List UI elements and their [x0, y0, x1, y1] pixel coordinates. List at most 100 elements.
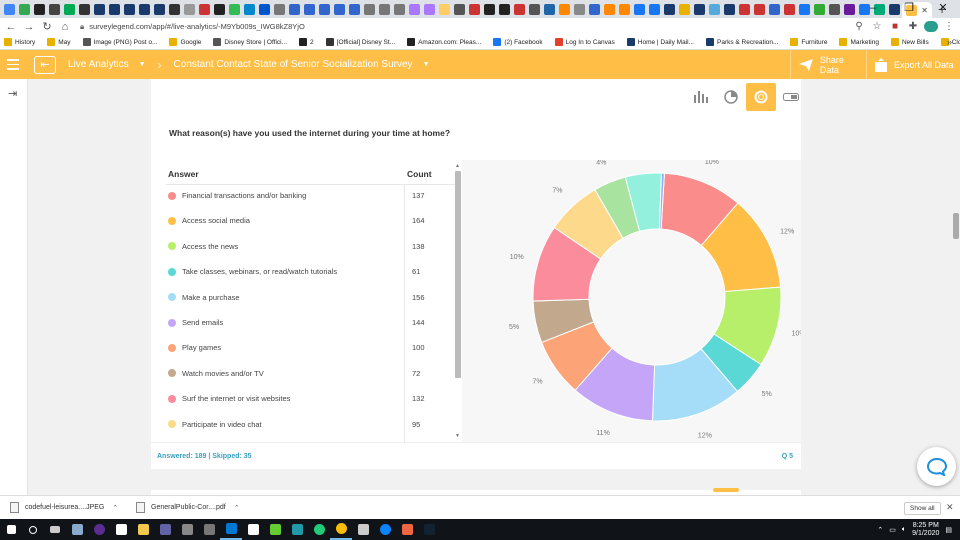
tab-favicon[interactable] [334, 3, 345, 15]
tab-favicon[interactable] [379, 3, 390, 15]
tab-favicon[interactable] [154, 3, 165, 15]
tab-favicon[interactable] [289, 3, 300, 15]
tab-favicon[interactable] [259, 3, 270, 15]
tab-favicon[interactable] [274, 3, 285, 15]
table-scroll-thumb[interactable] [455, 171, 461, 378]
bookmark-item[interactable]: [Official] Disney St... [325, 38, 395, 46]
address-bar[interactable]: 🔒︎ surveylegend.com/app/#/live-analytics… [80, 19, 852, 34]
tab-favicon[interactable] [394, 3, 405, 15]
page-scroll-thumb[interactable] [953, 213, 959, 239]
chrome-icon[interactable] [330, 519, 352, 540]
tab-favicon[interactable] [109, 3, 120, 15]
bar-chart-icon[interactable] [686, 83, 716, 111]
menu-dots-icon[interactable]: ⋮ [944, 20, 954, 32]
url-text[interactable]: surveylegend.com/app/#/live-analytics/-M… [89, 22, 305, 31]
tab-favicon[interactable] [739, 3, 750, 15]
tab-favicon[interactable] [214, 3, 225, 15]
back-arrow-icon[interactable]: ⇤ [34, 55, 56, 74]
taskbar-app-icon[interactable] [66, 519, 88, 540]
edge-icon[interactable] [374, 519, 396, 540]
bookmark-star-icon[interactable]: ☆ [872, 20, 882, 32]
taskbar-app-icon[interactable] [88, 519, 110, 540]
tab-favicon[interactable] [64, 3, 75, 15]
tab-favicon[interactable] [4, 3, 15, 15]
tab-favicon[interactable] [34, 3, 45, 15]
chevron-down-icon[interactable]: ▼ [422, 61, 430, 68]
tab-favicon[interactable] [439, 3, 450, 15]
tab-favicon[interactable] [349, 3, 360, 15]
volume-icon[interactable]: 🔈︎ [901, 525, 907, 533]
section-title[interactable]: Live Analytics [68, 59, 129, 70]
show-all-button[interactable]: Show all [904, 502, 941, 515]
network-icon[interactable]: ▭ [889, 526, 896, 534]
active-tab[interactable]: ✕ [902, 2, 932, 18]
tab-favicon[interactable] [364, 3, 375, 15]
bookmark-item[interactable]: Home | Daily Mail... [626, 38, 694, 46]
new-tab-icon[interactable]: + [938, 1, 947, 17]
share-data-button[interactable]: Share Data [790, 50, 865, 79]
chevron-down-icon[interactable]: ▼ [138, 61, 146, 68]
bookmark-item[interactable]: May [47, 38, 71, 46]
scroll-down-icon[interactable]: ▼ [455, 433, 460, 439]
tab-favicon[interactable] [139, 3, 150, 15]
chevron-up-icon[interactable]: ⌃ [112, 504, 119, 512]
tab-favicon[interactable] [244, 3, 255, 15]
bookmark-item[interactable]: History [4, 38, 35, 46]
taskbar-app-icon[interactable] [154, 519, 176, 540]
extension-icon[interactable]: ■ [891, 20, 899, 32]
tab-favicon[interactable] [229, 3, 240, 15]
tab-favicon[interactable] [589, 3, 600, 15]
tab-favicon[interactable] [874, 3, 885, 15]
tab-favicon[interactable] [799, 3, 810, 15]
donut-slice[interactable] [658, 172, 665, 230]
tab-favicon[interactable] [754, 3, 765, 15]
tab-favicon[interactable] [574, 3, 585, 15]
tab-favicon[interactable] [859, 3, 870, 15]
tab-favicon[interactable] [499, 3, 510, 15]
home-icon[interactable]: ⌂ [61, 20, 69, 33]
close-downloads-icon[interactable]: ✕ [946, 502, 954, 512]
tab-favicon[interactable] [679, 3, 690, 15]
tab-favicon[interactable] [424, 3, 435, 15]
tab-favicon[interactable] [19, 3, 30, 15]
tab-favicon[interactable] [184, 3, 195, 15]
taskbar-app-icon[interactable] [286, 519, 308, 540]
tab-favicon[interactable] [529, 3, 540, 15]
chevron-up-icon[interactable]: ⌃ [233, 504, 240, 512]
taskbar-app-icon[interactable] [308, 519, 330, 540]
close-tab-icon[interactable]: ✕ [921, 5, 928, 15]
tab-favicon[interactable] [769, 3, 780, 15]
tab-favicon[interactable] [664, 3, 675, 15]
toggle-icon[interactable] [776, 83, 806, 111]
chat-button[interactable] [917, 447, 956, 486]
tab-favicon[interactable] [199, 3, 210, 15]
file-icon[interactable] [242, 519, 264, 540]
tab-favicon[interactable] [319, 3, 330, 15]
reload-icon[interactable]: ↻ [42, 21, 52, 33]
taskbar-app-icon[interactable] [176, 519, 198, 540]
maximize-icon[interactable]: ❐ [904, 2, 914, 14]
tab-favicon[interactable] [94, 3, 105, 15]
back-icon[interactable]: ← [5, 20, 17, 33]
download-item[interactable]: GeneralPublic-Cor....pdf ⌃ [136, 502, 246, 513]
taskbar-app-icon[interactable] [396, 519, 418, 540]
notification-icon[interactable]: ▤ [945, 526, 952, 534]
tab-favicon[interactable] [844, 3, 855, 15]
bookmark-item[interactable]: Image (PNG) Post o... [82, 38, 157, 46]
tab-favicon[interactable] [169, 3, 180, 15]
store-icon[interactable] [110, 519, 132, 540]
expand-sidebar-icon[interactable]: ⇥ [8, 88, 18, 100]
tab-favicon[interactable] [814, 3, 825, 15]
bookmark-item[interactable]: (2) Facebook [493, 38, 543, 46]
bookmark-item[interactable]: Disney Store | Offici... [213, 38, 287, 46]
profile-avatar[interactable] [924, 21, 938, 32]
taskbar-app-icon[interactable] [198, 519, 220, 540]
tab-favicon[interactable] [469, 3, 480, 15]
search-icon[interactable] [22, 519, 44, 540]
table-scrollbar[interactable]: ▲ ▼ [455, 163, 462, 440]
windows-start-icon[interactable] [0, 519, 22, 540]
tab-favicon[interactable] [694, 3, 705, 15]
zoom-icon[interactable]: ⚲ [855, 20, 863, 32]
tab-favicon[interactable] [634, 3, 645, 15]
tab-favicon[interactable] [484, 3, 495, 15]
